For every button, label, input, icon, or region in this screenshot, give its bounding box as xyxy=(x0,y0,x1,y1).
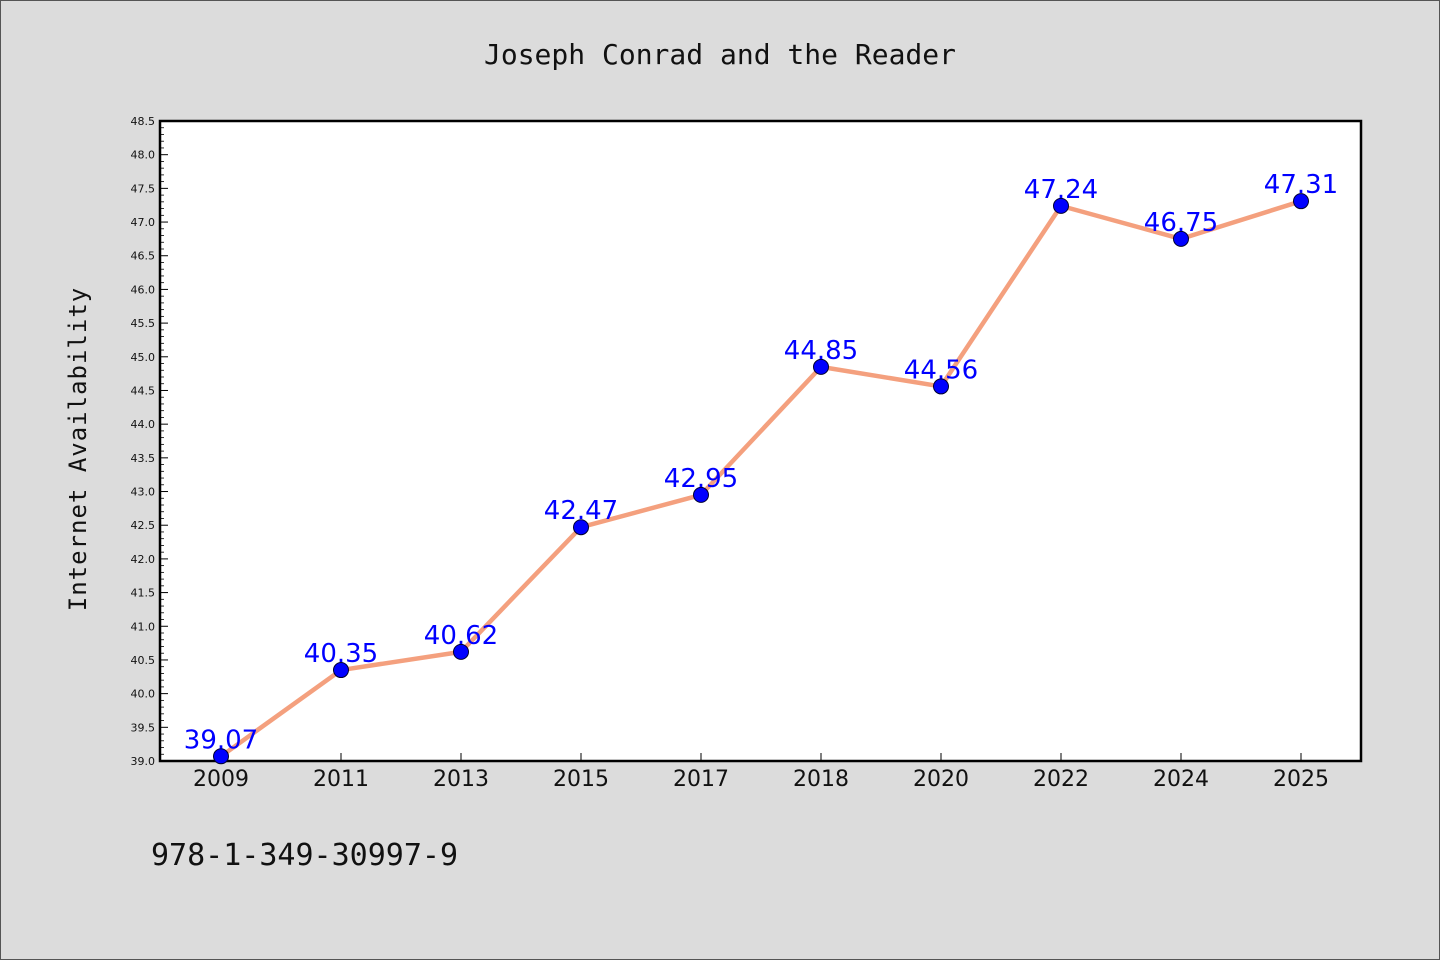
y-tick-label: 48.0 xyxy=(131,149,156,162)
series-line-segment xyxy=(818,364,944,389)
y-tick-label: 45.5 xyxy=(131,317,156,330)
data-point xyxy=(333,662,349,679)
y-tick-label: 45.0 xyxy=(131,351,156,364)
data-label: 44.56 xyxy=(904,355,978,385)
y-axis: 39.0 39.5 40.0 40.5 41.0 41.5 42.0 42.5 43.0 43.5… xyxy=(131,115,168,768)
y-tick-label: 40.0 xyxy=(131,688,156,701)
x-tick-label: 2017 xyxy=(673,767,729,792)
isbn-footer: 978-1-349-30997-9 xyxy=(151,838,458,873)
y-tick-label: 41.0 xyxy=(131,620,156,633)
y-tick-label: 43.0 xyxy=(131,486,156,499)
y-tick-label: 42.5 xyxy=(131,519,156,532)
chart-title: Joseph Conrad and the Reader xyxy=(484,38,956,71)
data-markers xyxy=(213,193,1309,765)
series-line-segment xyxy=(698,364,824,498)
y-tick-label: 43.5 xyxy=(131,452,156,465)
x-tick-label: 2018 xyxy=(793,767,849,792)
y-tick-label: 40.5 xyxy=(131,654,156,667)
data-point xyxy=(1293,193,1309,210)
data-point xyxy=(1173,230,1189,247)
data-point xyxy=(933,378,949,395)
data-label: 46.75 xyxy=(1144,208,1218,238)
plot-area xyxy=(158,119,1363,763)
series-line-segment xyxy=(458,524,584,655)
data-label: 47.31 xyxy=(1264,170,1338,200)
x-tick-label: 2009 xyxy=(193,767,249,792)
series-line-segment xyxy=(1058,203,1184,242)
y-tick-label: 39.5 xyxy=(131,721,156,734)
data-label: 47.24 xyxy=(1024,175,1098,205)
x-tick-label: 2024 xyxy=(1153,767,1209,792)
series-line-segment xyxy=(218,667,344,759)
x-tick-label: 2020 xyxy=(913,767,969,792)
series-line-group xyxy=(218,198,1304,759)
data-label: 44.85 xyxy=(784,336,858,366)
data-labels: 39.07 40.35 40.62 42.47 42.95 44.85 44.56 47.24… xyxy=(184,170,1338,755)
series-line-segment xyxy=(578,492,704,530)
data-point xyxy=(1053,197,1069,214)
y-tick-label: 44.5 xyxy=(131,384,156,397)
series-line-segment xyxy=(938,203,1064,389)
y-tick-label: 47.0 xyxy=(131,216,156,229)
data-point xyxy=(453,643,469,660)
series-line-segment xyxy=(338,649,464,673)
y-tick-label: 39.0 xyxy=(131,755,156,768)
data-point xyxy=(213,748,229,765)
data-label: 42.47 xyxy=(544,496,618,526)
data-point xyxy=(573,519,589,536)
y-tick-label: 46.5 xyxy=(131,250,156,263)
x-tick-label: 2022 xyxy=(1033,767,1089,792)
x-tick-label: 2015 xyxy=(553,767,609,792)
data-label: 39.07 xyxy=(184,725,258,755)
data-point xyxy=(813,358,829,375)
x-axis: 2009 2011 2013 2015 2017 2018 2020 2022 2024 2025 xyxy=(193,753,1329,792)
y-tick-label: 48.5 xyxy=(131,115,156,128)
x-tick-label: 2013 xyxy=(433,767,489,792)
data-label: 40.62 xyxy=(424,621,498,651)
y-tick-label: 46.0 xyxy=(131,283,156,296)
x-tick-label: 2025 xyxy=(1273,767,1329,792)
data-label: 40.35 xyxy=(304,639,378,669)
y-tick-label: 41.5 xyxy=(131,587,156,600)
y-axis-label: Internet Availability xyxy=(64,287,92,611)
y-tick-label: 42.0 xyxy=(131,553,156,566)
data-point xyxy=(693,486,709,503)
data-label: 42.95 xyxy=(664,464,738,494)
x-tick-label: 2011 xyxy=(313,767,369,792)
y-tick-label: 44.0 xyxy=(131,418,156,431)
series-line-segment xyxy=(1178,198,1304,242)
y-tick-label: 47.5 xyxy=(131,182,156,195)
